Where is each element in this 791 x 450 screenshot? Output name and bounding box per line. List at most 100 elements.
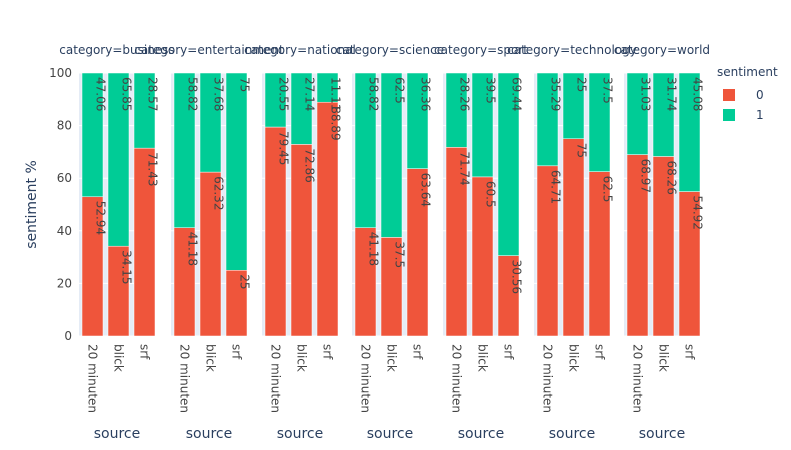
bar-segment-sentiment-1 [588, 72, 611, 172]
bar-segment-sentiment-1 [678, 72, 701, 192]
facet-title: category=sport [434, 43, 528, 57]
facet-title: category=science [336, 43, 444, 57]
x-tick-label: blick [476, 344, 490, 372]
bar-segment-sentiment-1 [562, 72, 585, 139]
bar-value-label: 28.57 [146, 77, 160, 111]
y-tick-label: 40 [57, 224, 72, 238]
x-tick-label: 20 minuten [541, 344, 555, 413]
bar-value-label: 75 [238, 77, 252, 92]
y-tick-label: 60 [57, 171, 72, 185]
bar-value-label: 75 [575, 143, 589, 158]
x-tick-label: 20 minuten [86, 344, 100, 413]
bar-value-label: 31.74 [665, 77, 679, 111]
facet-title: category=business [59, 43, 174, 57]
x-tick-label: 20 minuten [178, 344, 192, 413]
bar-segment-sentiment-0 [562, 138, 585, 337]
bar-value-label: 69.44 [510, 77, 524, 111]
x-tick-label: srf [683, 344, 697, 360]
bar-value-label: 68.26 [665, 160, 679, 194]
x-tick-label: blick [112, 344, 126, 372]
bar-value-label: 37.68 [212, 77, 226, 111]
bar-segment-sentiment-1 [497, 72, 520, 256]
bar-value-label: 68.97 [639, 159, 653, 193]
facet-panel-sport: 71.74 28.26 20 minuten 60.5 39.5 blick 30.56 69… [434, 43, 528, 442]
x-tick-label: 20 minuten [359, 344, 373, 413]
x-axis-title: source [94, 426, 141, 442]
y-tick-label: 20 [57, 276, 72, 290]
bar-value-label: 31.03 [639, 77, 653, 111]
bar-value-label: 64.71 [549, 170, 563, 204]
x-axis-title: source [367, 426, 414, 442]
bar-value-label: 54.92 [691, 196, 705, 230]
facet-panel-world: 68.97 31.03 20 minuten 68.26 31.74 blick 54.92… [614, 43, 710, 442]
bar-value-label: 28.26 [458, 77, 472, 111]
facet-panel-technology: 64.71 35.29 20 minuten 75 25 blick 62.5 37.5 srf… [507, 43, 637, 442]
y-tick-label: 100 [49, 66, 72, 80]
bar-segment-sentiment-1 [406, 72, 429, 169]
bar-value-label: 35.29 [549, 77, 563, 111]
bar-value-label: 11.11 [329, 77, 343, 111]
legend-label: 1 [756, 108, 764, 122]
legend-swatch [723, 89, 735, 101]
bar-value-label: 71.43 [146, 152, 160, 186]
bar-value-label: 41.18 [186, 232, 200, 266]
legend-item-1[interactable]: 1 [723, 108, 764, 122]
bar-value-label: 71.74 [458, 151, 472, 185]
facet-panel-science: 41.18 58.82 20 minuten 37.5 62.5 blick 63.64 36… [336, 43, 444, 442]
bar-value-label: 62.5 [601, 176, 615, 203]
bar-value-label: 47.06 [94, 77, 108, 111]
bar-segment-sentiment-1 [199, 72, 222, 173]
bar-segment-sentiment-1 [264, 72, 287, 128]
x-tick-label: 20 minuten [450, 344, 464, 413]
bar-value-label: 25 [238, 274, 252, 289]
x-axis-title: source [639, 426, 686, 442]
y-axis-title: sentiment % [24, 160, 40, 249]
bar-segment-sentiment-1 [536, 72, 559, 167]
x-tick-label: 20 minuten [269, 344, 283, 413]
bar-value-label: 62.5 [393, 77, 407, 104]
facet-title: category=world [614, 43, 710, 57]
bar-value-label: 63.64 [419, 173, 433, 207]
legend-title: sentiment [717, 65, 778, 79]
bar-value-label: 60.5 [484, 181, 498, 208]
bar-value-label: 45.08 [691, 77, 705, 111]
bar-segment-sentiment-1 [380, 72, 403, 238]
bar-value-label: 41.18 [367, 232, 381, 266]
facet-panel-entertainment: 41.18 58.82 20 minuten 62.32 37.68 blick 25 75 s… [134, 43, 284, 442]
x-tick-label: blick [204, 344, 218, 372]
bar-segment-sentiment-1 [173, 72, 196, 228]
x-tick-label: srf [411, 344, 425, 360]
x-axis-title: source [458, 426, 505, 442]
y-tick-label: 0 [64, 329, 72, 343]
x-tick-label: blick [295, 344, 309, 372]
bar-segment-sentiment-1 [81, 72, 104, 198]
x-tick-label: blick [657, 344, 671, 372]
legend-swatch [723, 109, 735, 121]
bar-value-label: 37.5 [601, 77, 615, 104]
bar-value-label: 37.5 [393, 241, 407, 268]
bar-segment-sentiment-1 [652, 72, 675, 157]
legend-label: 0 [756, 88, 764, 102]
x-axis-title: source [186, 426, 233, 442]
bar-value-label: 39.5 [484, 77, 498, 104]
x-axis-title: source [277, 426, 324, 442]
bar-value-label: 79.45 [277, 131, 291, 165]
plot-area: 52.94 47.06 20 minuten 34.15 65.85 blick 71.43… [24, 43, 710, 442]
bar-value-label: 27.14 [303, 77, 317, 111]
x-tick-label: srf [593, 344, 607, 360]
bar-value-label: 58.82 [186, 77, 200, 111]
facet-title: category=national [244, 43, 356, 57]
bar-segment-sentiment-1 [290, 72, 313, 145]
x-tick-label: blick [385, 344, 399, 372]
bar-value-label: 30.56 [510, 260, 524, 294]
bar-value-label: 34.15 [120, 250, 134, 284]
x-tick-label: 20 minuten [631, 344, 645, 413]
legend-item-0[interactable]: 0 [723, 88, 764, 102]
x-tick-label: srf [138, 344, 152, 360]
bar-value-label: 36.36 [419, 77, 433, 111]
x-tick-label: srf [230, 344, 244, 360]
x-tick-label: srf [321, 344, 335, 360]
y-tick-label: 80 [57, 119, 72, 133]
bar-segment-sentiment-1 [133, 72, 156, 149]
